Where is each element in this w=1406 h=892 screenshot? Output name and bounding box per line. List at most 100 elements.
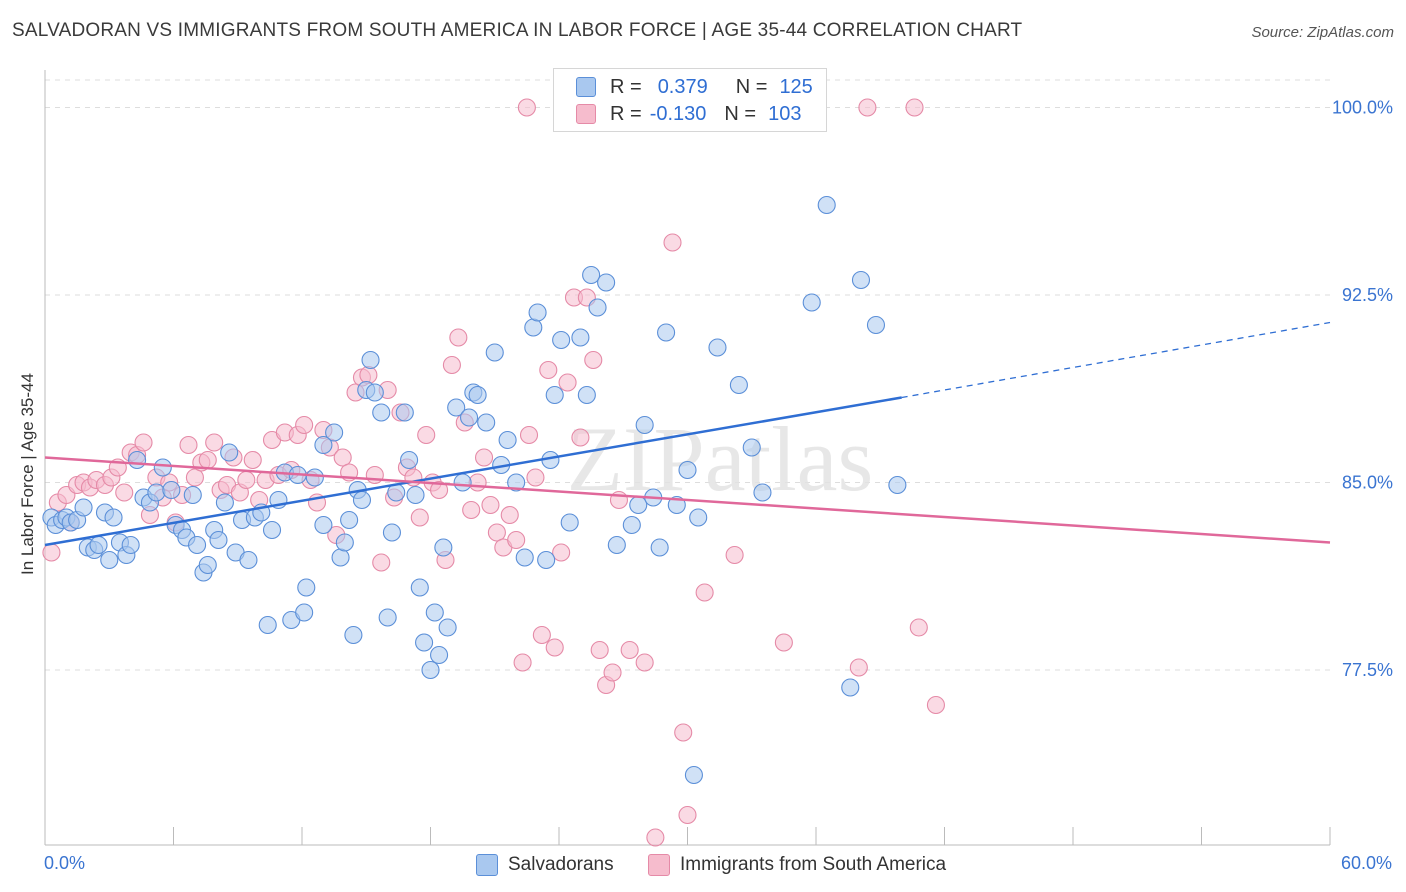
bottom-legend-label-south-america: Immigrants from South America [680, 854, 947, 875]
x-tick-label-min: 0.0% [44, 853, 86, 873]
salvadoran-point [421, 660, 440, 680]
salvadoran-point [262, 520, 282, 540]
bottom-legend-south-america: Immigrants from South America [648, 852, 946, 878]
south-america-point [333, 448, 352, 467]
salvadoran-point [325, 423, 344, 442]
salvadoran-point [305, 468, 324, 487]
y-tick-label: 85.0% [1342, 473, 1393, 493]
salvadoran-point [188, 535, 207, 555]
south-america-point [905, 98, 924, 117]
south-america-point [774, 633, 793, 652]
south-america-point [462, 500, 481, 520]
salvadoran-point [689, 508, 708, 527]
salvadoran-point [372, 403, 391, 422]
salvadoran-point [335, 533, 354, 552]
legend-n-label: N = [735, 75, 768, 98]
salvadoran-point [729, 375, 748, 395]
south-america-point [237, 470, 256, 490]
salvadoran-point [400, 450, 419, 470]
bottom-legend-salvadorans: Salvadorans [476, 852, 614, 878]
south-america-trend-line [44, 456, 1331, 544]
salvadoran-point [528, 303, 547, 322]
salvadoran-point [74, 498, 93, 517]
salvadoran-point [314, 515, 333, 535]
legend-r-label: R = [610, 75, 642, 98]
salvadoran-point [597, 273, 616, 292]
bottom-legend-swatch-salvadorans [476, 854, 498, 876]
salvadoran-point [361, 350, 380, 370]
source-label: Source: ZipAtlas.com [1251, 24, 1394, 41]
legend-r-label: R = [610, 102, 642, 125]
south-america-point [519, 425, 539, 445]
salvadoran-point [588, 298, 607, 317]
south-america-point [430, 480, 449, 500]
salvadoran-point [742, 438, 761, 457]
series-salvadorans-points [42, 195, 907, 785]
salvadoran-point [340, 510, 359, 530]
south-america-point [205, 433, 224, 452]
salvadoran-point [485, 343, 504, 362]
salvadoran-point [447, 398, 466, 417]
salvadoran-point [622, 515, 641, 535]
salvadorans-trend-extension [901, 321, 1331, 399]
south-america-point [372, 553, 391, 572]
salvadoran-point [378, 608, 397, 627]
salvadoran-point [560, 513, 579, 532]
salvadoran-point [153, 458, 172, 477]
salvadoran-point [100, 550, 119, 570]
salvadoran-point [888, 475, 907, 495]
salvadoran-point [802, 293, 821, 312]
salvadoran-point [545, 385, 564, 405]
salvadoran-point [629, 495, 648, 515]
south-america-point [474, 448, 494, 467]
salvadoran-point [430, 645, 449, 665]
south-america-point [185, 468, 204, 487]
south-america-point [849, 658, 868, 677]
south-america-point [590, 640, 609, 660]
legend-r-value-south-america: -0.130 [649, 102, 707, 125]
salvadorans-trend-line [44, 396, 902, 547]
legend-swatch-south-america [576, 104, 596, 124]
salvadoran-point [577, 385, 596, 405]
south-america-point [545, 638, 564, 657]
salvadoran-point [657, 323, 676, 342]
salvadoran-point [438, 618, 457, 637]
legend-r-value-salvadorans: 0.379 [657, 75, 708, 98]
salvadoran-point [753, 483, 772, 502]
south-america-point [584, 350, 603, 370]
salvadoran-point [104, 508, 123, 527]
south-america-point [558, 373, 577, 392]
salvadoran-point [650, 538, 669, 557]
legend-row-salvadorans: R = 0.379 N = 125 [576, 74, 813, 100]
bottom-legend-swatch-south-america [648, 854, 670, 876]
salvadoran-point [582, 265, 601, 285]
trend-lines [44, 321, 1331, 547]
legend-row-south-america: R = -0.130 N = 103 [576, 101, 801, 127]
south-america-point [487, 523, 506, 542]
south-america-point [678, 805, 697, 825]
salvadoran-point [352, 490, 372, 510]
salvadoran-point [708, 338, 727, 357]
salvadoran-point [817, 195, 836, 215]
legend-n-value-south-america: 103 [768, 102, 802, 125]
salvadoran-point [524, 318, 543, 337]
y-tick-label: 77.5% [1342, 660, 1393, 680]
chart-title: SALVADORAN VS IMMIGRANTS FROM SOUTH AMER… [12, 20, 1023, 41]
salvadoran-point [607, 535, 626, 555]
salvadoran-point [162, 480, 181, 500]
salvadoran-point [515, 548, 534, 567]
salvadoran-point [395, 403, 414, 422]
y-tick-labels: 77.5% 85.0% 92.5% 100.0% [1332, 98, 1393, 681]
salvadoran-point [89, 535, 108, 555]
south-america-point [674, 723, 693, 742]
salvadoran-point [344, 625, 363, 645]
south-america-point [513, 653, 532, 672]
salvadoran-point [220, 443, 239, 462]
south-america-point [552, 543, 571, 562]
salvadoran-point [678, 460, 697, 480]
salvadoran-point [684, 765, 703, 785]
south-america-point [417, 425, 436, 445]
y-axis-label: In Labor Force | Age 35-44 [18, 373, 37, 575]
south-america-point [115, 483, 134, 502]
south-america-point [134, 433, 153, 452]
